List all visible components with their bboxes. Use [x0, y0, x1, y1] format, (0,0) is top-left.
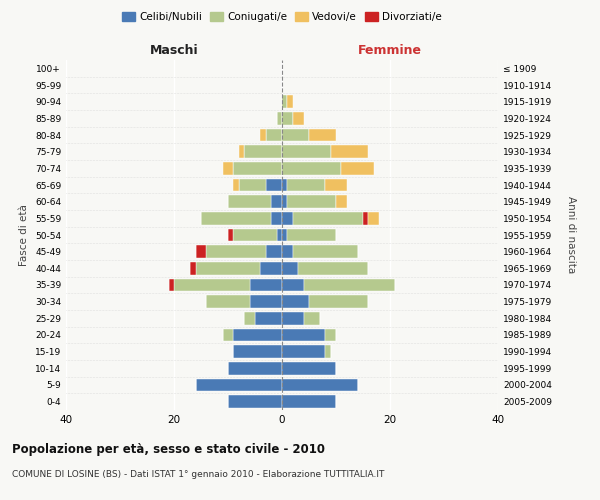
Bar: [196, 262, 260, 274]
Bar: [233, 179, 239, 192]
Bar: [250, 279, 282, 291]
Bar: [228, 362, 282, 374]
Bar: [309, 296, 368, 308]
Bar: [282, 296, 309, 308]
Bar: [277, 112, 282, 124]
Bar: [304, 312, 320, 324]
Bar: [239, 146, 244, 158]
Bar: [325, 179, 347, 192]
Bar: [169, 279, 174, 291]
Legend: Celibi/Nubili, Coniugati/e, Vedovi/e, Divorziati/e: Celibi/Nubili, Coniugati/e, Vedovi/e, Di…: [118, 8, 446, 26]
Bar: [228, 229, 233, 241]
Bar: [287, 229, 336, 241]
Bar: [206, 246, 266, 258]
Bar: [293, 212, 363, 224]
Bar: [260, 129, 266, 141]
Bar: [244, 312, 255, 324]
Bar: [174, 279, 250, 291]
Bar: [363, 212, 368, 224]
Bar: [336, 196, 347, 208]
Bar: [282, 212, 293, 224]
Bar: [282, 312, 304, 324]
Bar: [223, 162, 233, 174]
Bar: [287, 96, 293, 108]
Bar: [282, 179, 287, 192]
Bar: [282, 346, 325, 358]
Text: Maschi: Maschi: [149, 44, 199, 57]
Bar: [304, 279, 395, 291]
Bar: [250, 296, 282, 308]
Bar: [190, 262, 196, 274]
Bar: [282, 379, 358, 391]
Bar: [282, 162, 341, 174]
Bar: [298, 262, 368, 274]
Bar: [228, 196, 271, 208]
Bar: [293, 246, 358, 258]
Bar: [293, 112, 304, 124]
Bar: [196, 379, 282, 391]
Bar: [325, 346, 331, 358]
Bar: [233, 229, 277, 241]
Text: Popolazione per età, sesso e stato civile - 2010: Popolazione per età, sesso e stato civil…: [12, 442, 325, 456]
Bar: [282, 246, 293, 258]
Bar: [282, 262, 298, 274]
Y-axis label: Anni di nascita: Anni di nascita: [566, 196, 576, 274]
Bar: [368, 212, 379, 224]
Bar: [282, 329, 325, 341]
Bar: [223, 329, 233, 341]
Bar: [196, 246, 206, 258]
Bar: [277, 229, 282, 241]
Bar: [271, 212, 282, 224]
Bar: [244, 146, 282, 158]
Text: COMUNE DI LOSINE (BS) - Dati ISTAT 1° gennaio 2010 - Elaborazione TUTTITALIA.IT: COMUNE DI LOSINE (BS) - Dati ISTAT 1° ge…: [12, 470, 385, 479]
Bar: [331, 146, 368, 158]
Bar: [233, 162, 282, 174]
Bar: [266, 129, 282, 141]
Bar: [233, 329, 282, 341]
Bar: [255, 312, 282, 324]
Bar: [282, 112, 293, 124]
Bar: [282, 146, 331, 158]
Bar: [201, 212, 271, 224]
Bar: [271, 196, 282, 208]
Bar: [260, 262, 282, 274]
Bar: [282, 279, 304, 291]
Bar: [266, 246, 282, 258]
Bar: [341, 162, 374, 174]
Bar: [325, 329, 336, 341]
Bar: [282, 96, 287, 108]
Bar: [282, 396, 336, 408]
Bar: [282, 229, 287, 241]
Bar: [287, 196, 336, 208]
Bar: [282, 129, 309, 141]
Bar: [233, 346, 282, 358]
Bar: [206, 296, 250, 308]
Y-axis label: Fasce di età: Fasce di età: [19, 204, 29, 266]
Bar: [239, 179, 266, 192]
Bar: [287, 179, 325, 192]
Bar: [228, 396, 282, 408]
Text: Femmine: Femmine: [358, 44, 422, 57]
Bar: [282, 362, 336, 374]
Bar: [266, 179, 282, 192]
Bar: [309, 129, 336, 141]
Bar: [282, 196, 287, 208]
